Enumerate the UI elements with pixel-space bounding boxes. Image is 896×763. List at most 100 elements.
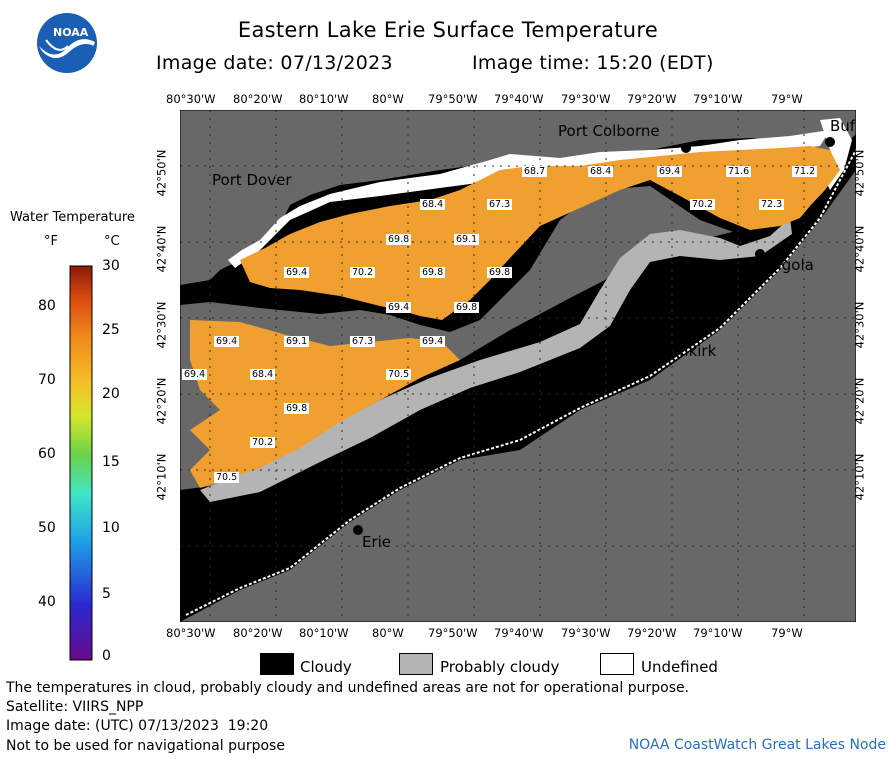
top-lon-label: 79°50'W [428,92,478,106]
left-lat-label: 42°30'N [154,301,169,349]
temp-label: 69.4 [386,302,412,313]
key-swatch-cloudy [260,653,294,675]
legend-colorbar [69,265,93,661]
temp-label: 69.8 [454,302,480,313]
satellite-text: Satellite: VIIRS_NPP [6,699,144,715]
top-lon-label: 79°10'W [693,92,743,106]
right-lat-label: 42°50'N [852,149,867,197]
city-marker-port-colborne [681,143,691,153]
top-lon-label: 80°10'W [299,92,349,106]
temp-label: 70.2 [250,437,276,448]
right-lat-label: 42°30'N [852,301,867,349]
legend-c-tick: 25 [102,322,120,338]
legend-c-tick: 0 [102,648,111,664]
key-swatch-probably-cloudy [399,653,433,675]
temp-label: 70.5 [386,369,412,380]
temp-label: 67.3 [487,199,513,210]
temp-label: 69.4 [214,336,240,347]
bottom-lon-label: 80°W [372,626,404,640]
temp-label: 68.7 [522,166,548,177]
legend-c-tick: 20 [102,386,120,402]
image-date: Image date: 07/13/2023 [156,52,393,74]
bottom-lon-label: 79°50'W [428,626,478,640]
city-marker-erie [353,525,363,535]
right-lat-label: 42°10'N [852,453,867,501]
city-label-erie: Erie [362,533,392,551]
legend-f-tick: 60 [38,446,56,462]
city-marker-angola [755,249,765,259]
temp-label: 69.8 [284,403,310,414]
bottom-lon-label: 80°10'W [299,626,349,640]
legend-f-tick: 40 [38,594,56,610]
legend-unit-f: °F [44,234,58,249]
bottom-lon-label: 79°10'W [693,626,743,640]
temp-label: 72.3 [759,199,785,210]
bottom-lon-label: 80°30'W [166,626,216,640]
disclaimer-text: The temperatures in cloud, probably clou… [6,680,690,696]
city-marker-dunkirk [651,337,661,347]
legend-f-tick: 70 [38,372,56,388]
key-label-undefined: Undefined [641,658,718,676]
legend-c-tick: 30 [102,258,120,274]
image-time: Image time: 15:20 (EDT) [472,52,714,74]
city-label-angola: Angola [762,256,814,274]
temp-label: 70.2 [350,267,376,278]
legend-c-tick: 15 [102,454,120,470]
legend-f-tick: 50 [38,520,56,536]
key-label-probably-cloudy: Probably cloudy [440,658,560,676]
temp-label: 69.8 [420,267,446,278]
top-lon-label: 80°20'W [233,92,283,106]
top-lon-label: 79°30'W [561,92,611,106]
legend-f-tick: 80 [38,298,56,314]
utc-date-text: Image date: (UTC) 07/13/2023 19:20 [6,718,269,734]
temp-label: 70.5 [214,472,240,483]
temp-label: 69.4 [284,267,310,278]
legend-unit-c: °C [104,234,120,249]
left-lat-label: 42°50'N [154,149,169,197]
right-lat-label: 42°20'N [852,377,867,425]
source-node-text: NOAA CoastWatch Great Lakes Node [628,737,886,753]
city-label-port-dover: Port Dover [212,171,292,189]
water-temperature-north [240,146,840,320]
legend-c-tick: 10 [102,520,120,536]
key-label-cloudy: Cloudy [300,658,352,676]
temp-label: 69.4 [657,166,683,177]
left-lat-label: 42°20'N [154,377,169,425]
legend-title: Water Temperature [10,210,135,225]
city-marker-buf [825,137,835,147]
page-title: Eastern Lake Erie Surface Temperature [237,18,659,42]
top-lon-label: 80°30'W [166,92,216,106]
left-lat-label: 42°10'N [154,453,169,501]
logo-text: NOAA [53,26,89,39]
temp-label: 69.8 [386,234,412,245]
left-lat-label: 42°40'N [154,225,169,273]
temp-label: 69.1 [284,336,310,347]
temp-label: 71.6 [726,166,752,177]
temp-label: 68.4 [420,199,446,210]
lat-lon-grid [180,110,856,622]
temp-label: 69.4 [182,369,208,380]
noaa-logo: NOAA [36,12,98,74]
key-swatch-undefined [600,653,634,675]
bottom-lon-label: 79°20'W [627,626,677,640]
city-label-port-colborne: Port Colborne [558,122,660,140]
legend-c-tick: 5 [102,586,111,602]
bottom-lon-label: 79°30'W [561,626,611,640]
top-lon-label: 80°W [372,92,404,106]
undefined-north-rim [228,130,830,268]
temp-label: 69.1 [454,234,480,245]
nav-warning-text: Not to be used for navigational purpose [6,738,285,754]
bottom-lon-label: 79°W [771,626,803,640]
temp-label: 69.8 [487,267,513,278]
right-lat-label: 42°40'N [852,225,867,273]
bottom-lon-label: 80°20'W [233,626,283,640]
top-lon-label: 79°40'W [494,92,544,106]
temp-label: 69.4 [420,336,446,347]
city-label-dunkirk: Dunkirk [658,342,717,360]
top-lon-label: 79°20'W [627,92,677,106]
undefined-south-rim [185,149,856,616]
temp-label: 68.4 [250,369,276,380]
city-label-buf: Buf [830,117,856,135]
temp-label: 68.4 [588,166,614,177]
temp-label: 70.2 [690,199,716,210]
